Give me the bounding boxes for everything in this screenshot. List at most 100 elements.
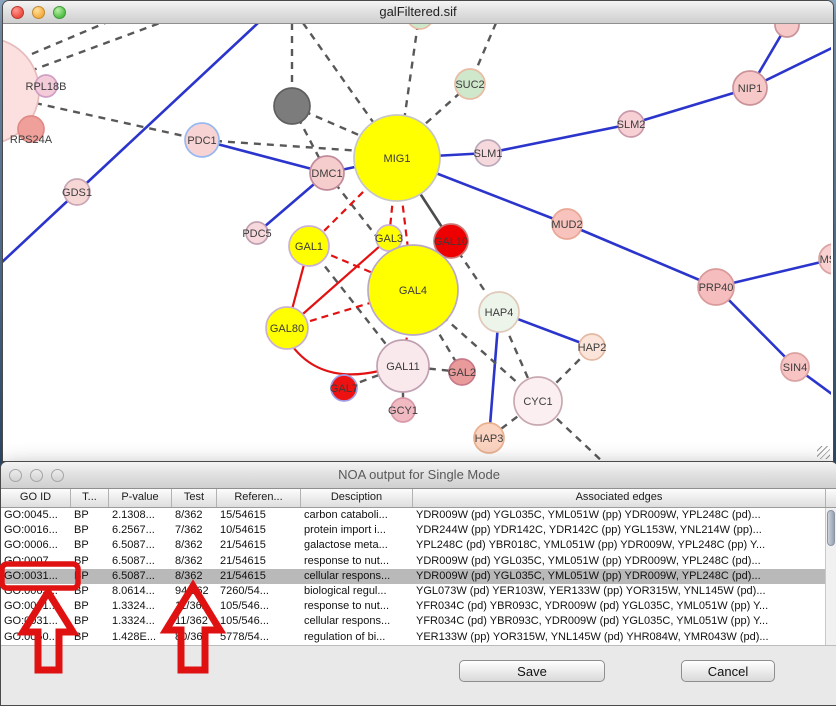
table-cell: 8.0614...	[112, 584, 155, 597]
node-PRP40[interactable]: PRP40	[697, 268, 735, 306]
node-PDC5[interactable]: PDC5	[242, 221, 272, 245]
table-cell: regulation of bi...	[304, 630, 386, 643]
minimize-button-icon[interactable]	[30, 468, 43, 482]
table-cell: BP	[74, 615, 89, 628]
table-row[interactable]: GO:0006... BP 6.5087... 8/362 21/54615 galact…	[1, 538, 836, 554]
node-GCY1[interactable]: GCY1	[388, 397, 418, 423]
node-label: GAL80	[270, 323, 304, 335]
table-row[interactable]: GO:0065... BP 8.0614... 94/362 7260/54... bio…	[1, 583, 836, 600]
table-row[interactable]: GO:0016... BP 6.2567... 7/362 10/54615 protei…	[1, 523, 836, 539]
table-cell: 1.3324...	[112, 615, 155, 628]
table-row[interactable]: GO:0031... BP 6.5087... 8/362 21/54615 cellul…	[1, 568, 836, 584]
table-row[interactable]: GO:0045... BP 2.1308... 8/362 15/54615 carbon…	[1, 508, 836, 524]
table-cell: 11/362	[175, 615, 208, 628]
column-header-6[interactable]: Associated edges	[413, 489, 826, 507]
node-DMC1[interactable]: DMC1	[309, 155, 345, 191]
node-label: SLM2	[617, 119, 646, 131]
table-cell: 6.5087...	[112, 554, 155, 567]
table-cell: 10/54615	[220, 524, 266, 537]
edge-red	[286, 237, 390, 329]
column-header-1[interactable]: T...	[71, 489, 109, 507]
network-canvas[interactable]: RPL18B RPS24A GDS1 PDC1 DMC1 MIG1 SLM1 SLM2 NIP1…	[3, 24, 831, 460]
node-label: RPS24A	[10, 134, 53, 146]
table-cell: 6.5087...	[112, 539, 155, 552]
node-SUC2[interactable]: SUC2	[454, 68, 486, 100]
noa-output-window: NOA output for Single Mode GO ID T... P-va…	[0, 461, 836, 706]
node-label: GAL11	[386, 361, 419, 373]
node-label: SUC2	[455, 79, 484, 91]
table-header-row: GO ID T... P-value Test Referen... Desciption…	[1, 489, 836, 508]
node-GAL10[interactable]: GAL10	[433, 223, 469, 259]
table-cell: 80/362	[175, 630, 209, 643]
results-table: GO ID T... P-value Test Referen... Desciption…	[1, 489, 836, 646]
node-HAP4[interactable]: HAP4	[478, 291, 520, 333]
node-SLM1[interactable]: SLM1	[474, 139, 503, 167]
node-unlabeled[interactable]	[774, 24, 800, 38]
table-cell: GO:0031...	[4, 600, 58, 613]
table-cell: 8/362	[175, 539, 203, 552]
table-cell: cellular respons...	[304, 615, 391, 628]
network-graph: RPL18B RPS24A GDS1 PDC1 DMC1 MIG1 SLM1 SLM2 NIP1…	[3, 24, 831, 460]
node-PDC1[interactable]: PDC1	[184, 122, 220, 158]
table-cell: 8/362	[175, 509, 203, 521]
zoom-button-icon[interactable]	[51, 468, 64, 482]
column-header-5[interactable]: Desciption	[301, 489, 413, 507]
node-GDS1[interactable]: GDS1	[62, 178, 92, 206]
table-cell: cellular respons...	[304, 569, 391, 582]
table-row[interactable]: GO:0031... BP 1.3324... 11/362 105/546... res…	[1, 599, 836, 615]
node-NIP1[interactable]: NIP1	[732, 70, 768, 106]
table-row[interactable]: GO:0007... BP 6.5087... 8/362 21/54615 respon…	[1, 553, 836, 569]
node-MSL1[interactable]: MSL1	[818, 243, 831, 275]
minimize-button-icon[interactable]	[32, 5, 45, 19]
node-SIN4[interactable]: SIN4	[780, 352, 810, 382]
column-header-3[interactable]: Test	[172, 489, 217, 507]
column-header-2[interactable]: P-value	[109, 489, 172, 507]
network-titlebar[interactable]: galFiltered.sif	[3, 1, 833, 24]
node-GAL4[interactable]: GAL4	[367, 244, 459, 336]
node-label: GAL7	[330, 383, 358, 395]
node-label: MIG1	[384, 153, 411, 165]
node-GAL80[interactable]: GAL80	[265, 306, 309, 350]
node-CYC1[interactable]: CYC1	[513, 376, 563, 426]
edge-blue	[487, 122, 632, 155]
node-label: HAP3	[475, 433, 504, 445]
node-label: GDS1	[62, 187, 92, 199]
node-HAP2[interactable]: HAP2	[578, 333, 607, 361]
scrollbar-thumb[interactable]	[827, 510, 835, 546]
node-MUD2[interactable]: MUD2	[551, 208, 583, 240]
vertical-scrollbar[interactable]	[825, 508, 836, 645]
table-cell: BP	[74, 630, 89, 643]
column-header-4[interactable]: Referen...	[217, 489, 301, 507]
node-label: PDC1	[187, 135, 216, 147]
table-row[interactable]: GO:0050... BP 1.428E... 80/362 5778/54... reg…	[1, 629, 836, 645]
zoom-button-icon[interactable]	[53, 5, 66, 19]
table-cell: 105/546...	[220, 615, 269, 628]
edge-blue	[630, 86, 751, 126]
table-cell: response to nut...	[304, 600, 389, 613]
node-HAP3[interactable]: HAP3	[473, 422, 505, 454]
save-button[interactable]: Save	[459, 660, 605, 682]
close-button-icon[interactable]	[9, 468, 22, 482]
node-GAL1[interactable]: GAL1	[288, 225, 330, 267]
cancel-button[interactable]: Cancel	[681, 660, 775, 682]
table-cell: 5778/54...	[220, 630, 269, 643]
node-GAL11[interactable]: GAL11	[376, 339, 430, 393]
table-row[interactable]: GO:0031... BP 1.3324... 11/362 105/546... cel…	[1, 614, 836, 630]
resize-grip-icon[interactable]	[817, 446, 830, 459]
node-SLM2[interactable]: SLM2	[617, 110, 646, 138]
node-GAL2[interactable]: GAL2	[448, 358, 476, 386]
edge-reddash	[308, 157, 398, 247]
node-GAL7[interactable]: GAL7	[330, 374, 358, 402]
column-header-0[interactable]: GO ID	[1, 489, 71, 507]
noa-titlebar[interactable]: NOA output for Single Mode	[1, 462, 836, 489]
node-MIG1[interactable]: MIG1	[353, 114, 441, 202]
close-button-icon[interactable]	[11, 5, 24, 19]
node-RPL18B[interactable]: RPL18B	[26, 74, 67, 98]
node-label: CYC1	[523, 396, 552, 408]
node-RPS24A[interactable]: RPS24A	[10, 115, 53, 146]
node-unlabeled[interactable]	[273, 87, 311, 125]
node-label: GAL4	[399, 285, 427, 297]
table-cell: YDR009W (pd) YGL035C, YML051W (pp) YDR00…	[416, 509, 761, 521]
node-unlabeled[interactable]	[407, 24, 433, 30]
node-label: MSL1	[820, 254, 831, 266]
